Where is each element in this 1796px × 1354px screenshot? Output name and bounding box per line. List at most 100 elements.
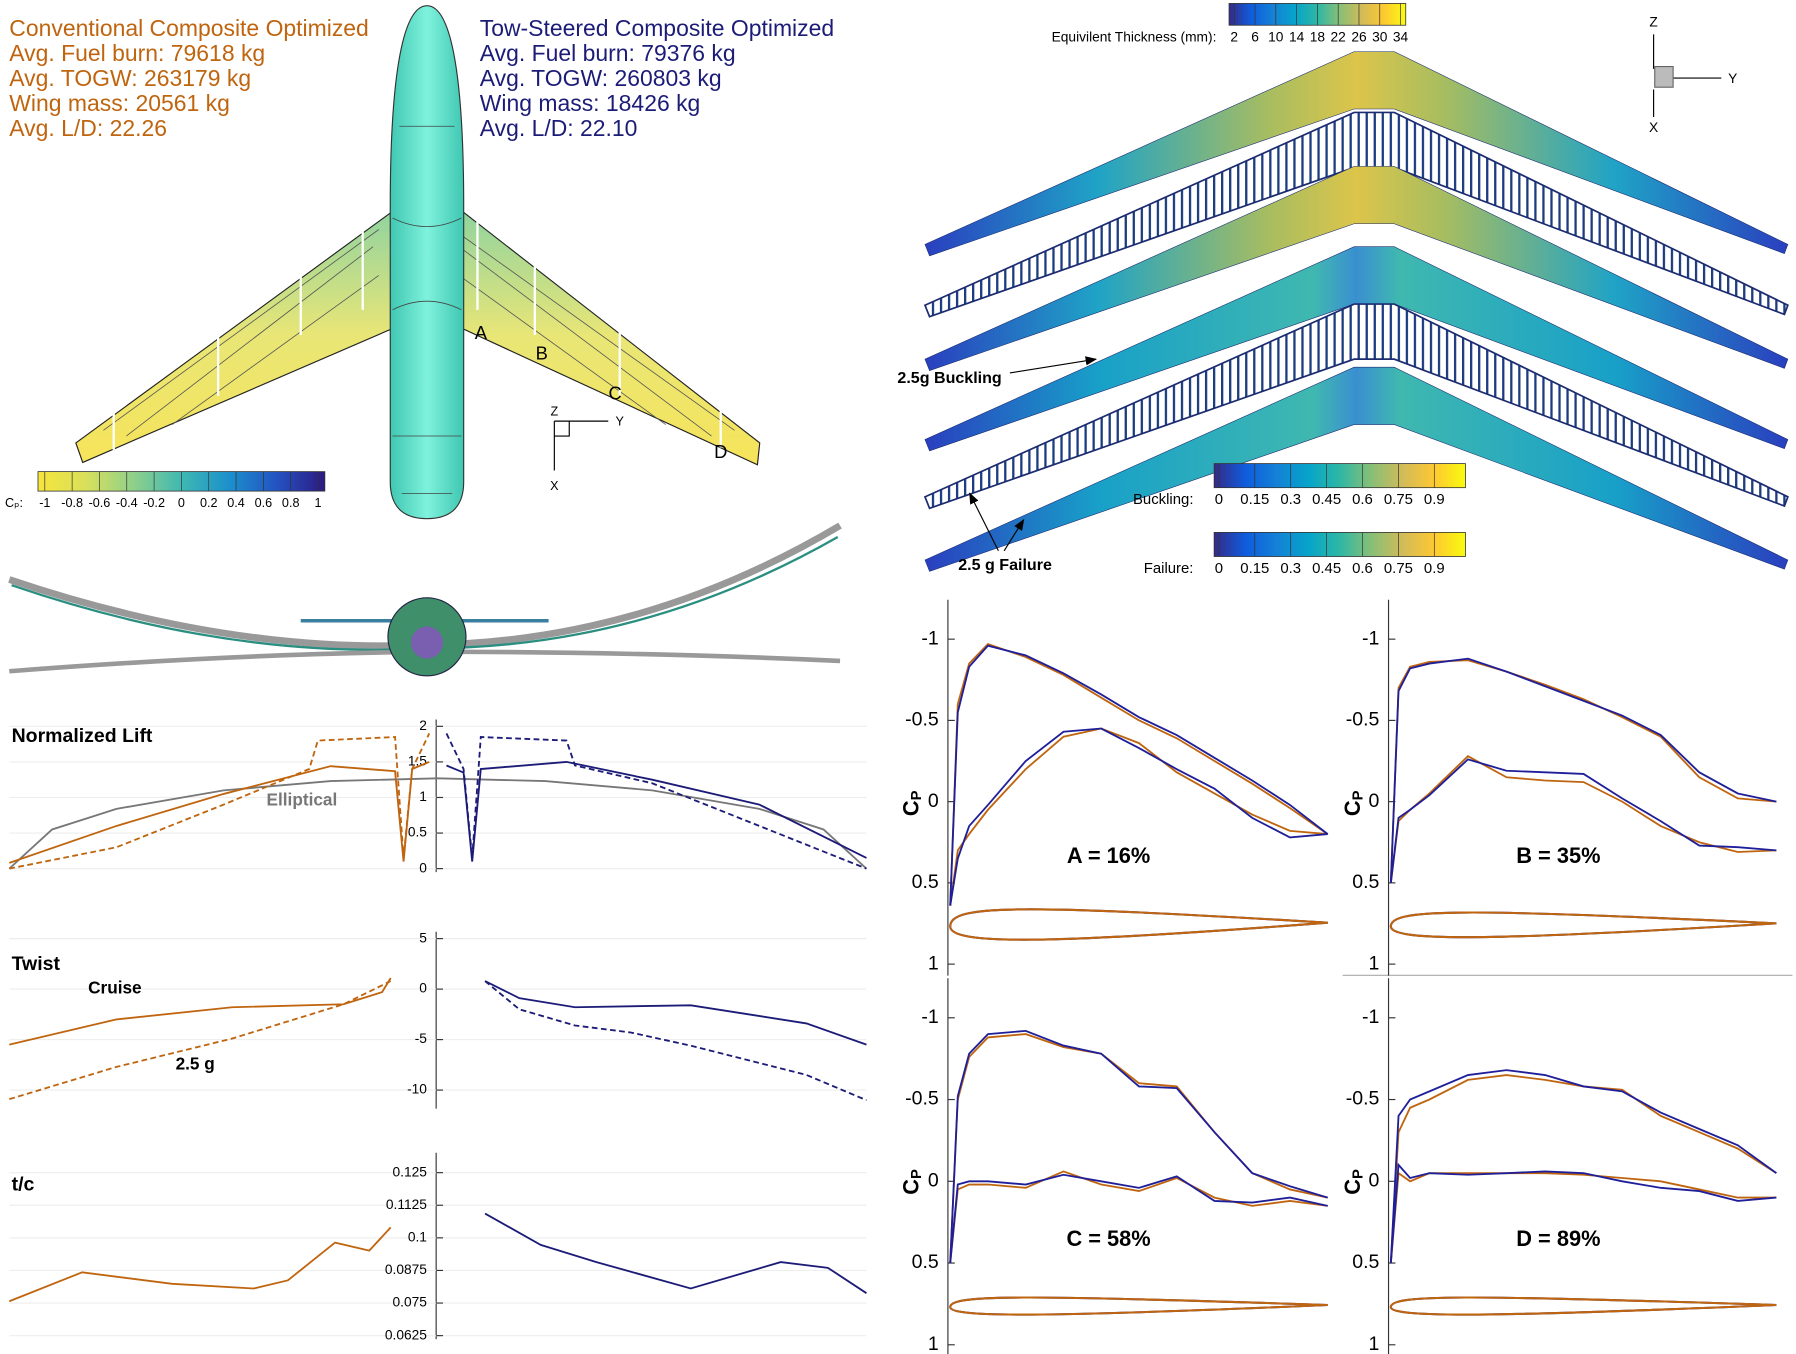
colorbar-tick-label: 14 (1289, 30, 1305, 45)
axis-label: X (550, 479, 559, 493)
series-line (9, 1227, 390, 1301)
colorbar-tick-label: 30 (1372, 30, 1388, 45)
y-tick-label: 1 (928, 952, 939, 974)
colorbar-tick-label: 1 (315, 496, 322, 510)
stat-line: Avg. L/D: 22.10 (480, 115, 638, 141)
stat-line: Avg. Fuel burn: 79618 kg (9, 40, 265, 66)
axis-label: X (1649, 120, 1658, 135)
section-label: A (475, 322, 488, 343)
stat-line: Wing mass: 20561 kg (9, 90, 230, 116)
y-tick-label: 0.1125 (386, 1197, 427, 1212)
series-label: Cruise (88, 978, 142, 998)
y-tick-label: -5 (415, 1031, 428, 1046)
annotation: 2.5 g Failure (958, 556, 1052, 574)
y-tick-label: 0 (928, 790, 939, 812)
right-wing (459, 209, 760, 465)
chart-title: Normalized Lift (12, 725, 153, 747)
y-tick-label: 0 (419, 981, 427, 996)
stat-line: Avg. Fuel burn: 79376 kg (480, 40, 736, 66)
chart-title: B = 35% (1516, 843, 1600, 868)
y-tick-label: 0.5 (1352, 871, 1379, 893)
fuselage (390, 6, 463, 519)
left-wing (76, 209, 396, 463)
y-axis-label-main: C (1340, 800, 1365, 816)
colorbar-label: Buckling: (1133, 492, 1193, 508)
stat-line: Avg. TOGW: 260803 kg (480, 65, 722, 91)
colorbar-tick-label: 0 (1215, 561, 1223, 577)
y-tick-label: 0 (1368, 1169, 1379, 1191)
colorbar-tick-label: 0.45 (1312, 561, 1341, 577)
colorbar-tick-label: 22 (1331, 30, 1346, 45)
section-label: D (714, 441, 727, 462)
series-line (9, 778, 866, 868)
series-line (950, 729, 1328, 906)
y-tick-label: -0.5 (905, 1088, 939, 1110)
colorbar-tick-label: 0.6 (1352, 561, 1373, 577)
y-tick-label: 0.5 (1352, 1251, 1379, 1273)
y-tick-label: 0.0875 (385, 1262, 427, 1277)
y-axis-label-main: C (898, 1179, 923, 1195)
colorbar-tick-label: 0.15 (1240, 492, 1269, 508)
y-tick-label: 0 (419, 860, 427, 875)
axis-label: Y (1728, 71, 1737, 86)
section-label: B (536, 342, 548, 363)
colorbar-tick-label: 0.75 (1384, 492, 1413, 508)
series-line (485, 981, 866, 1045)
axis-label: Z (1649, 15, 1657, 30)
y-tick-label: 0.5 (408, 825, 427, 840)
y-tick-label: 0.5 (912, 1251, 939, 1273)
front-fuselage-inner (411, 627, 443, 659)
structure-triad-cube (1655, 67, 1673, 88)
y-tick-label: 0 (928, 1169, 939, 1191)
colorbar-tick-label: 0.4 (227, 496, 245, 510)
colorbar-tick-label: 18 (1310, 30, 1326, 45)
y-tick-label: -0.5 (905, 709, 939, 731)
stat-line: Avg. TOGW: 263179 kg (9, 65, 251, 91)
series-line (446, 762, 866, 862)
axis-label: Z (550, 404, 558, 418)
chart-title: A = 16% (1067, 843, 1150, 868)
y-tick-label: 0.1 (408, 1229, 427, 1244)
chart-title: Twist (12, 953, 61, 975)
colorbar-tick-label: 0.9 (1424, 561, 1445, 577)
y-tick-label: -0.5 (1346, 1088, 1380, 1110)
y-tick-label: 0 (1368, 790, 1379, 812)
colorbar-tick-label: 0.8 (282, 496, 300, 510)
y-tick-label: 1 (1368, 1333, 1379, 1354)
colorbar-tick-label: -0.2 (143, 496, 165, 510)
y-axis-label-sub: P (1351, 1169, 1367, 1179)
y-axis-label: CP (1340, 1169, 1367, 1195)
y-tick-label: 0.075 (393, 1295, 428, 1310)
colorbar-tick-label: 0.3 (1280, 561, 1301, 577)
airfoil (1391, 913, 1777, 938)
chart-title: D = 89% (1516, 1226, 1600, 1251)
colorbar-tick-label: -0.8 (61, 496, 83, 510)
series-line (446, 733, 866, 868)
colorbar-tick-label: 10 (1268, 30, 1284, 45)
stat-line: Avg. L/D: 22.26 (9, 115, 167, 141)
y-tick-label: 1 (928, 1333, 939, 1354)
colorbar (1214, 532, 1465, 556)
series-line (9, 978, 390, 1045)
axis-label: Y (616, 415, 625, 429)
page: {"header":{"conventional":["Conventional… (0, 0, 1796, 1354)
y-axis-label-main: C (898, 800, 923, 816)
series-line (485, 981, 866, 1100)
series-label: 2.5 g (176, 1053, 215, 1073)
chart-title: t/c (12, 1173, 35, 1195)
colorbar-label: Cₚ: (5, 496, 23, 510)
y-tick-label: -10 (407, 1082, 427, 1097)
y-axis-label-main: C (1340, 1179, 1365, 1195)
stat-line: Tow-Steered Composite Optimized (480, 15, 834, 41)
series-line (9, 733, 429, 868)
y-tick-label: 2 (419, 718, 427, 733)
stat-line: Conventional Composite Optimized (9, 15, 369, 41)
y-tick-label: -1 (1362, 1006, 1379, 1028)
colorbar-tick-label: 0.45 (1312, 492, 1341, 508)
colorbar-tick-label: 0.75 (1384, 561, 1413, 577)
y-tick-label: -1 (921, 627, 938, 649)
y-axis-label-sub: P (909, 1169, 925, 1179)
colorbar-tick-label: -0.4 (116, 496, 138, 510)
colorbar-tick-label: 0.3 (1280, 492, 1301, 508)
y-axis-label: CP (898, 790, 925, 816)
